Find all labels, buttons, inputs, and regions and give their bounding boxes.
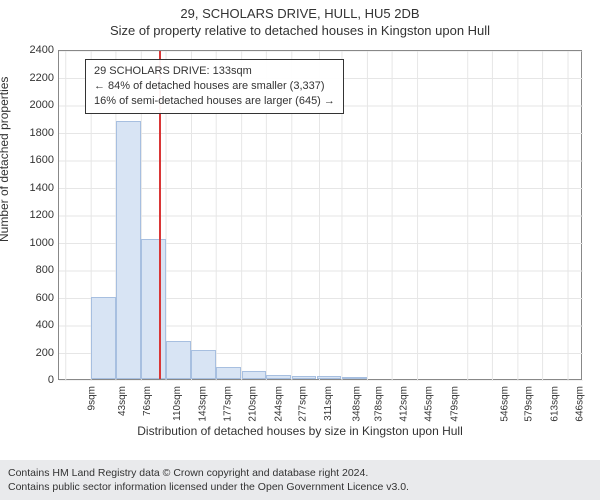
y-tick: 2200 [14, 72, 54, 84]
y-tick: 1800 [14, 127, 54, 139]
histogram-bar [116, 121, 141, 380]
x-tick: 210sqm [248, 386, 259, 422]
x-tick: 646sqm [574, 386, 585, 422]
x-tick: 311sqm [323, 386, 334, 421]
y-tick: 600 [14, 292, 54, 304]
histogram-bar [91, 297, 116, 380]
x-tick: 177sqm [223, 386, 234, 422]
histogram-bar [317, 376, 342, 379]
histogram-bar [292, 376, 317, 379]
y-tick: 800 [14, 264, 54, 276]
y-tick: 1200 [14, 209, 54, 221]
x-tick: 613sqm [549, 386, 560, 422]
x-tick: 76sqm [142, 386, 153, 416]
x-tick: 348sqm [351, 386, 362, 422]
y-axis-label: Number of detached properties [0, 77, 11, 242]
y-tick: 2400 [14, 44, 54, 56]
x-tick: 579sqm [524, 386, 535, 422]
x-tick: 43sqm [117, 386, 128, 416]
x-tick: 546sqm [499, 386, 510, 422]
page-title-line1: 29, SCHOLARS DRIVE, HULL, HU5 2DB [0, 0, 600, 21]
histogram-bar [266, 375, 291, 379]
y-tick: 1000 [14, 237, 54, 249]
histogram-bar [242, 371, 267, 379]
footer-line1: Contains HM Land Registry data © Crown c… [8, 466, 592, 480]
footer: Contains HM Land Registry data © Crown c… [0, 460, 600, 500]
chart-container: Number of detached properties 0 200 400 600… [0, 42, 600, 442]
x-axis-label: Distribution of detached houses by size … [0, 424, 600, 438]
annotation-box: 29 SCHOLARS DRIVE: 133sqm ← 84% of detac… [85, 59, 344, 114]
histogram-bar [141, 239, 166, 379]
x-tick: 445sqm [424, 386, 435, 422]
histogram-bar [342, 377, 367, 379]
y-tick: 1600 [14, 154, 54, 166]
histogram-bar [166, 341, 191, 380]
histogram-bar [216, 367, 241, 379]
y-tick: 0 [14, 374, 54, 386]
x-tick: 378sqm [374, 386, 385, 422]
annotation-line2: ← 84% of detached houses are smaller (3,… [94, 79, 335, 94]
page-title-line2: Size of property relative to detached ho… [0, 21, 600, 42]
histogram-bar [191, 350, 216, 379]
x-tick: 479sqm [449, 386, 460, 422]
x-tick: 9sqm [86, 386, 97, 410]
y-tick: 1400 [14, 182, 54, 194]
x-tick: 244sqm [273, 386, 284, 422]
annotation-line3: 16% of semi-detached houses are larger (… [94, 94, 335, 109]
y-tick: 200 [14, 347, 54, 359]
x-tick: 110sqm [172, 386, 183, 421]
y-tick: 2000 [14, 99, 54, 111]
annotation-line1: 29 SCHOLARS DRIVE: 133sqm [94, 64, 335, 79]
footer-line2: Contains public sector information licen… [8, 480, 592, 494]
y-tick: 400 [14, 319, 54, 331]
x-tick: 143sqm [198, 386, 209, 422]
x-tick: 412sqm [399, 386, 410, 422]
x-tick: 277sqm [298, 386, 309, 422]
plot-area: 29 SCHOLARS DRIVE: 133sqm ← 84% of detac… [58, 50, 582, 380]
